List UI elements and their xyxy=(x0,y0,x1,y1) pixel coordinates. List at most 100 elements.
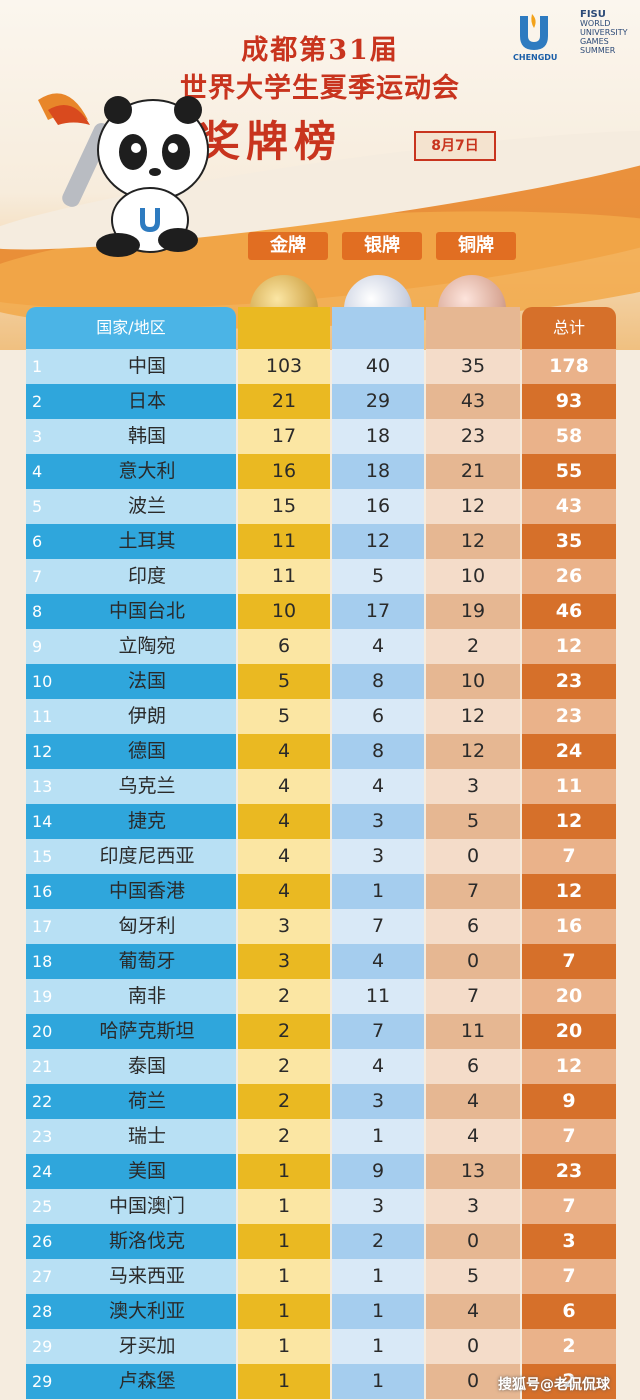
country-name: 韩国 xyxy=(58,419,236,454)
bronze-count: 0 xyxy=(426,1364,520,1399)
gold-count: 4 xyxy=(238,769,330,804)
rank-cell: 24 xyxy=(26,1154,58,1189)
total-count: 23 xyxy=(522,1154,616,1189)
country-name: 印度尼西亚 xyxy=(58,839,236,874)
chengdu-logo-text: CHENGDU xyxy=(513,53,558,62)
country-name: 中国台北 xyxy=(58,594,236,629)
total-count: 11 xyxy=(522,769,616,804)
bronze-count: 0 xyxy=(426,944,520,979)
bronze-medal-header: 铜牌 xyxy=(436,232,516,260)
country-name: 牙买加 xyxy=(58,1329,236,1364)
rank-cell: 22 xyxy=(26,1084,58,1119)
silver-count: 16 xyxy=(332,489,424,524)
total-count: 46 xyxy=(522,594,616,629)
silver-count: 7 xyxy=(332,909,424,944)
title-line-1: 成都第31届 xyxy=(241,35,399,66)
country-name: 伊朗 xyxy=(58,699,236,734)
total-count: 7 xyxy=(522,944,616,979)
silver-count: 1 xyxy=(332,1259,424,1294)
gold-medal-header: 金牌 xyxy=(248,232,328,260)
table-row: 17 匈牙利 3 7 6 16 xyxy=(26,909,616,944)
total-count: 24 xyxy=(522,734,616,769)
bronze-column-header xyxy=(426,307,520,349)
rank-cell: 29 xyxy=(26,1329,58,1364)
fisu-line: SUMMER xyxy=(580,46,616,55)
total-count: 9 xyxy=(522,1084,616,1119)
rank-cell: 15 xyxy=(26,839,58,874)
gold-count: 2 xyxy=(238,1119,330,1154)
country-name: 哈萨克斯坦 xyxy=(58,1014,236,1049)
table-row: 19 南非 2 11 7 20 xyxy=(26,979,616,1014)
rank-cell: 26 xyxy=(26,1224,58,1259)
country-name: 法国 xyxy=(58,664,236,699)
rank-cell: 2 xyxy=(26,384,58,419)
total-count: 35 xyxy=(522,524,616,559)
bronze-count: 0 xyxy=(426,1224,520,1259)
total-count: 7 xyxy=(522,1189,616,1224)
rank-cell: 28 xyxy=(26,1294,58,1329)
silver-count: 1 xyxy=(332,1294,424,1329)
table-row: 24 美国 1 9 13 23 xyxy=(26,1154,616,1189)
silver-count: 3 xyxy=(332,804,424,839)
rank-cell: 20 xyxy=(26,1014,58,1049)
rank-cell: 18 xyxy=(26,944,58,979)
total-count: 7 xyxy=(522,839,616,874)
country-name: 澳大利亚 xyxy=(58,1294,236,1329)
table-row: 22 荷兰 2 3 4 9 xyxy=(26,1084,616,1119)
total-count: 26 xyxy=(522,559,616,594)
bronze-count: 6 xyxy=(426,1049,520,1084)
total-count: 20 xyxy=(522,979,616,1014)
table-row: 6 土耳其 11 12 12 35 xyxy=(26,524,616,559)
gold-count: 10 xyxy=(238,594,330,629)
table-row: 9 立陶宛 6 4 2 12 xyxy=(26,629,616,664)
country-name: 捷克 xyxy=(58,804,236,839)
rank-cell: 27 xyxy=(26,1259,58,1294)
silver-count: 3 xyxy=(332,1189,424,1224)
silver-count: 2 xyxy=(332,1224,424,1259)
table-row: 18 葡萄牙 3 4 0 7 xyxy=(26,944,616,979)
title-line-2: 世界大学生夏季运动会 xyxy=(180,73,460,104)
table-row: 4 意大利 16 18 21 55 xyxy=(26,454,616,489)
rank-cell: 21 xyxy=(26,1049,58,1084)
gold-count: 5 xyxy=(238,664,330,699)
silver-count: 12 xyxy=(332,524,424,559)
silver-count: 18 xyxy=(332,419,424,454)
country-name: 卢森堡 xyxy=(58,1364,236,1399)
gold-count: 1 xyxy=(238,1294,330,1329)
bronze-count: 5 xyxy=(426,1259,520,1294)
rank-cell: 14 xyxy=(26,804,58,839)
table-row: 23 瑞士 2 1 4 7 xyxy=(26,1119,616,1154)
bronze-count: 21 xyxy=(426,454,520,489)
gold-count: 4 xyxy=(238,804,330,839)
bronze-count: 4 xyxy=(426,1119,520,1154)
total-count: 2 xyxy=(522,1364,616,1399)
country-name: 中国澳门 xyxy=(58,1189,236,1224)
fisu-line: WORLD xyxy=(580,19,611,28)
total-count: 20 xyxy=(522,1014,616,1049)
table-row: 25 中国澳门 1 3 3 7 xyxy=(26,1189,616,1224)
gold-count: 11 xyxy=(238,524,330,559)
rank-cell: 23 xyxy=(26,1119,58,1154)
silver-count: 4 xyxy=(332,944,424,979)
bronze-count: 10 xyxy=(426,559,520,594)
silver-count: 3 xyxy=(332,839,424,874)
total-count: 16 xyxy=(522,909,616,944)
silver-count: 1 xyxy=(332,1119,424,1154)
country-name: 瑞士 xyxy=(58,1119,236,1154)
bronze-count: 23 xyxy=(426,419,520,454)
chengdu-logo-icon xyxy=(520,14,548,50)
silver-count: 1 xyxy=(332,874,424,909)
rank-cell: 12 xyxy=(26,734,58,769)
rank-cell: 11 xyxy=(26,699,58,734)
total-count: 6 xyxy=(522,1294,616,1329)
date-badge: 8月7日 xyxy=(414,131,496,161)
table-row: 15 印度尼西亚 4 3 0 7 xyxy=(26,839,616,874)
country-name: 乌克兰 xyxy=(58,769,236,804)
total-count: 23 xyxy=(522,664,616,699)
total-count: 12 xyxy=(522,804,616,839)
total-count: 58 xyxy=(522,419,616,454)
silver-count: 17 xyxy=(332,594,424,629)
table-row: 21 泰国 2 4 6 12 xyxy=(26,1049,616,1084)
bronze-count: 7 xyxy=(426,979,520,1014)
table-row: 16 中国香港 4 1 7 12 xyxy=(26,874,616,909)
